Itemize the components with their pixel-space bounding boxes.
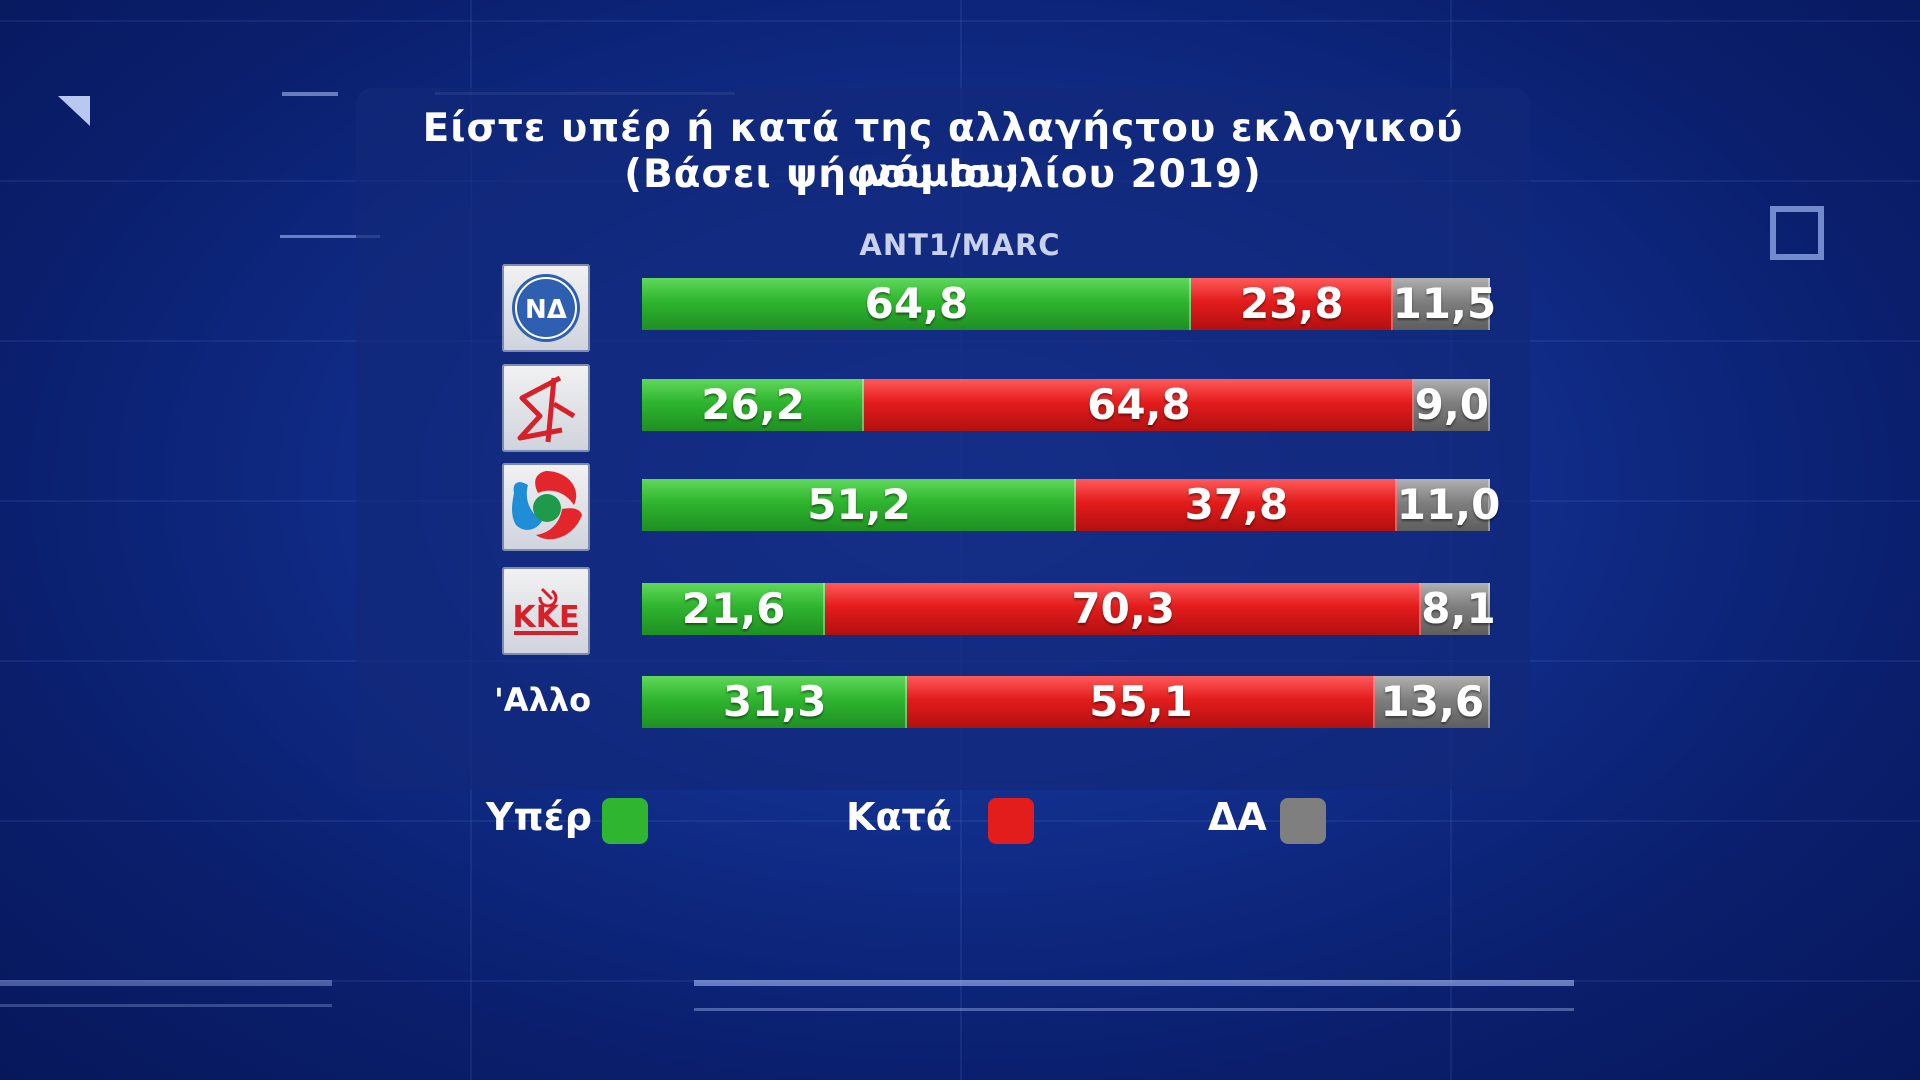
bar-dk-2 [1413,379,1490,431]
legend-label-no: Κατά [846,795,952,839]
decor-line [694,1008,1574,1011]
bar-label-dk-5: 13,6 [1380,677,1485,726]
bar-no-4 [825,583,1422,635]
square-outline-icon [1770,206,1824,260]
bar-yes-3 [642,479,1077,531]
decor-line [694,980,1574,986]
bar-label-no-3: 37,8 [1184,480,1289,529]
bar-yes-4 [642,583,826,635]
bar-label-dk-3: 11,0 [1396,480,1501,529]
decor-line [282,92,338,96]
decor-line [0,980,332,986]
nd-logo: ΝΔ [502,264,590,352]
legend-label-yes: Υπέρ [486,795,592,839]
bar-no-5 [907,676,1375,728]
chart-subtitle: (Βάσει ψήφου Ιουλίου 2019) [624,152,1262,197]
decor-line [280,235,380,238]
bar-yes-1 [642,278,1191,330]
bar-label-yes-1: 64,8 [864,279,969,328]
bar-label-yes-3: 51,2 [807,480,911,529]
poll-source: ΑΝΤ1/MARC [859,228,1061,262]
bar-dk-3 [1396,479,1490,531]
bar-label-dk-1: 11,5 [1392,279,1497,328]
bar-no-1 [1190,278,1393,330]
bar-no-2 [864,379,1414,431]
bar-label-no-2: 64,8 [1087,380,1191,429]
bar-dk-1 [1392,278,1490,330]
legend-swatch-yes [602,798,648,844]
pasok-kinal-logo [502,463,590,551]
nd-logo-text: ΝΔ [525,295,567,325]
category-label-other: 'Αλλο [494,681,592,719]
bar-dk-4 [1421,583,1490,635]
bar-label-yes-2: 26,2 [701,380,805,429]
syriza-logo [502,364,590,452]
bar-label-dk-4: 8,1 [1421,584,1496,633]
legend-swatch-no [988,798,1034,844]
bar-yes-5 [642,676,908,728]
bar-label-no-4: 70,3 [1071,584,1176,633]
corner-triangle-icon [58,96,90,126]
bar-label-yes-5: 31,3 [722,677,827,726]
bar-yes-2 [642,379,865,431]
bar-label-yes-4: 21,6 [681,584,786,633]
decor-line [0,1004,332,1007]
bar-dk-5 [1374,676,1490,728]
bar-no-3 [1076,479,1397,531]
kke-logo: ΚΚΕ [502,567,590,655]
bar-label-no-5: 55,1 [1089,677,1193,726]
bar-label-dk-2: 9,0 [1414,380,1490,429]
bar-label-no-1: 23,8 [1239,279,1344,328]
legend-label-dk: ΔΑ [1208,795,1267,839]
chart-title: Είστε υπέρ ή κατά της αλλαγήςτου εκλογικ… [422,106,1464,196]
legend-swatch-dk [1280,798,1326,844]
